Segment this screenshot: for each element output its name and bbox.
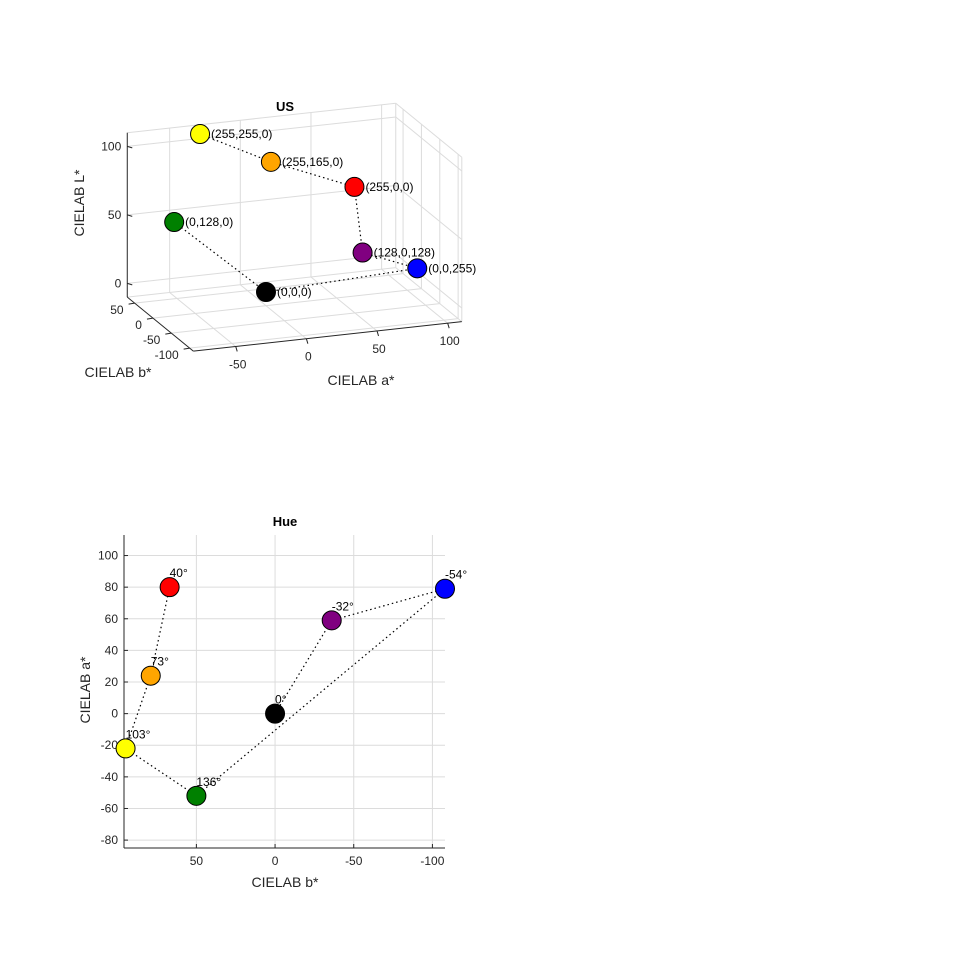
- us-floor-grid-b: [171, 303, 440, 334]
- hue-grid: [123, 535, 445, 849]
- hue-y-tick-label: 40: [105, 643, 119, 657]
- hue-point-marker: [321, 610, 342, 631]
- us-point-marker: [190, 124, 211, 145]
- hue-point-label: 0°: [275, 693, 287, 707]
- hue-x-tick-label: -50: [345, 854, 363, 868]
- us-point-marker: [256, 282, 276, 302]
- us-point-label: (255,255,0): [211, 127, 272, 141]
- us-box-edge: [127, 267, 396, 298]
- us-point-marker: [164, 212, 185, 233]
- us-a-tick: [235, 346, 238, 352]
- hue-chart-title: Hue: [273, 514, 298, 529]
- us-point-label: (128,0,128): [374, 246, 435, 260]
- us-point-marker: [352, 242, 373, 263]
- us-point-label: (0,128,0): [185, 215, 233, 229]
- hue-x-tick-label: -100: [420, 854, 444, 868]
- hue-data: 40° 73° 103° 136° -54° -32° 0°: [115, 566, 467, 806]
- us-3d-data: (255,255,0) (255,165,0) (255,0,0) (128,0,12…: [164, 124, 476, 302]
- hue-point-marker: [435, 578, 455, 599]
- us-a-tick: [305, 338, 309, 344]
- hue-y-tick-label: -60: [101, 801, 119, 815]
- hue-point-label: 40°: [170, 566, 188, 580]
- us-b-axis-line: [126, 296, 194, 352]
- us-l-tick: [127, 145, 133, 149]
- hue-tick-labels: 50 0 -50 -100 100 80 60 40 20 0 -20 -40 -60 -80: [98, 549, 445, 868]
- hue-y-tick-label: -20: [101, 738, 119, 752]
- hue-y-axis-label: CIELAB a*: [77, 656, 93, 723]
- us-box-edge: [395, 102, 463, 158]
- us-y-axis-label: CIELAB b*: [85, 364, 152, 380]
- us-a-axis-line: [193, 321, 462, 352]
- hue-x-tick-label: 50: [190, 854, 204, 868]
- hue-point-marker: [159, 577, 180, 598]
- us-point-label: (255,165,0): [282, 155, 343, 169]
- us-b-tick: [183, 347, 190, 350]
- us-floor-grid-a: [310, 276, 378, 332]
- us-b-tick-label: 0: [135, 318, 142, 332]
- us-floor-grid-a: [169, 292, 237, 347]
- us-l-tick: [127, 214, 133, 217]
- us-b-tick-label: -50: [143, 333, 161, 347]
- us-b-tick: [165, 332, 172, 335]
- us-box-edge: [127, 102, 396, 134]
- us-l-tick: [127, 282, 133, 286]
- hue-2d-plot: 50 0 -50 -100 100 80 60 40 20 0 -20 -40 -60 -80 40° 73…: [77, 514, 467, 890]
- hue-x-tick-label: 0: [272, 854, 279, 868]
- us-b-tick-label: -100: [155, 348, 179, 362]
- us-z-axis-label: CIELAB L*: [71, 169, 87, 236]
- hue-y-tick-label: -40: [101, 770, 119, 784]
- us-b-tick: [146, 317, 154, 320]
- hue-y-tick-label: 60: [105, 612, 119, 626]
- us-point-marker: [344, 176, 365, 197]
- hue-x-axis-label: CIELAB b*: [252, 874, 319, 890]
- us-l-tick-label: 50: [108, 208, 122, 222]
- us-floor-grid-b: [189, 318, 459, 349]
- us-b-tick-label: 50: [110, 303, 124, 317]
- us-l-tick-label: 0: [115, 276, 122, 290]
- us-point-marker: [407, 258, 428, 279]
- us-back-grid-l: [127, 116, 396, 147]
- hue-y-tick-label: 20: [105, 675, 119, 689]
- us-point-label: (0,0,255): [428, 261, 476, 275]
- us-chart-title: US: [276, 99, 294, 114]
- us-box-edge: [395, 267, 463, 323]
- hue-point-label: -54°: [445, 568, 467, 582]
- hue-point-marker: [265, 703, 286, 724]
- hue-y-tick-label: -80: [101, 833, 119, 847]
- us-a-tick-label: -50: [229, 357, 247, 371]
- us-a-tick: [376, 330, 379, 337]
- us-point-marker: [260, 151, 281, 172]
- hue-point-label: -32°: [332, 599, 354, 613]
- hue-point-label: 136°: [196, 775, 221, 789]
- us-point-label: (255,0,0): [365, 180, 413, 194]
- us-x-axis-label: CIELAB a*: [328, 372, 395, 388]
- us-floor-grid-a: [239, 284, 307, 340]
- us-floor-grid-a: [381, 268, 448, 324]
- us-l-tick-label: 100: [101, 139, 121, 153]
- hue-y-tick-label: 80: [105, 580, 119, 594]
- us-3d-axes: [126, 132, 462, 352]
- hue-y-tick-label: 100: [98, 549, 118, 563]
- us-side-grid-l: [395, 116, 463, 172]
- hue-point-label: 73°: [151, 655, 169, 669]
- hue-y-tick-label: 0: [111, 707, 118, 721]
- us-b-tick: [128, 302, 135, 305]
- us-side-grid-l: [395, 253, 463, 309]
- us-a-tick-label: 100: [440, 334, 460, 348]
- hue-point-marker: [186, 785, 207, 806]
- hue-point-label: 103°: [126, 727, 151, 741]
- us-side-grid-l: [395, 185, 463, 240]
- us-a-tick-label: 0: [305, 350, 312, 364]
- us-point-label: (0,0,0): [277, 285, 312, 299]
- us-back-grid-l: [127, 253, 396, 284]
- us-a-tick: [447, 323, 450, 329]
- us-a-tick-label: 50: [372, 342, 386, 356]
- us-floor-grid-b: [152, 288, 422, 319]
- hue-point-marker: [140, 665, 161, 686]
- hue-point-marker: [115, 738, 136, 759]
